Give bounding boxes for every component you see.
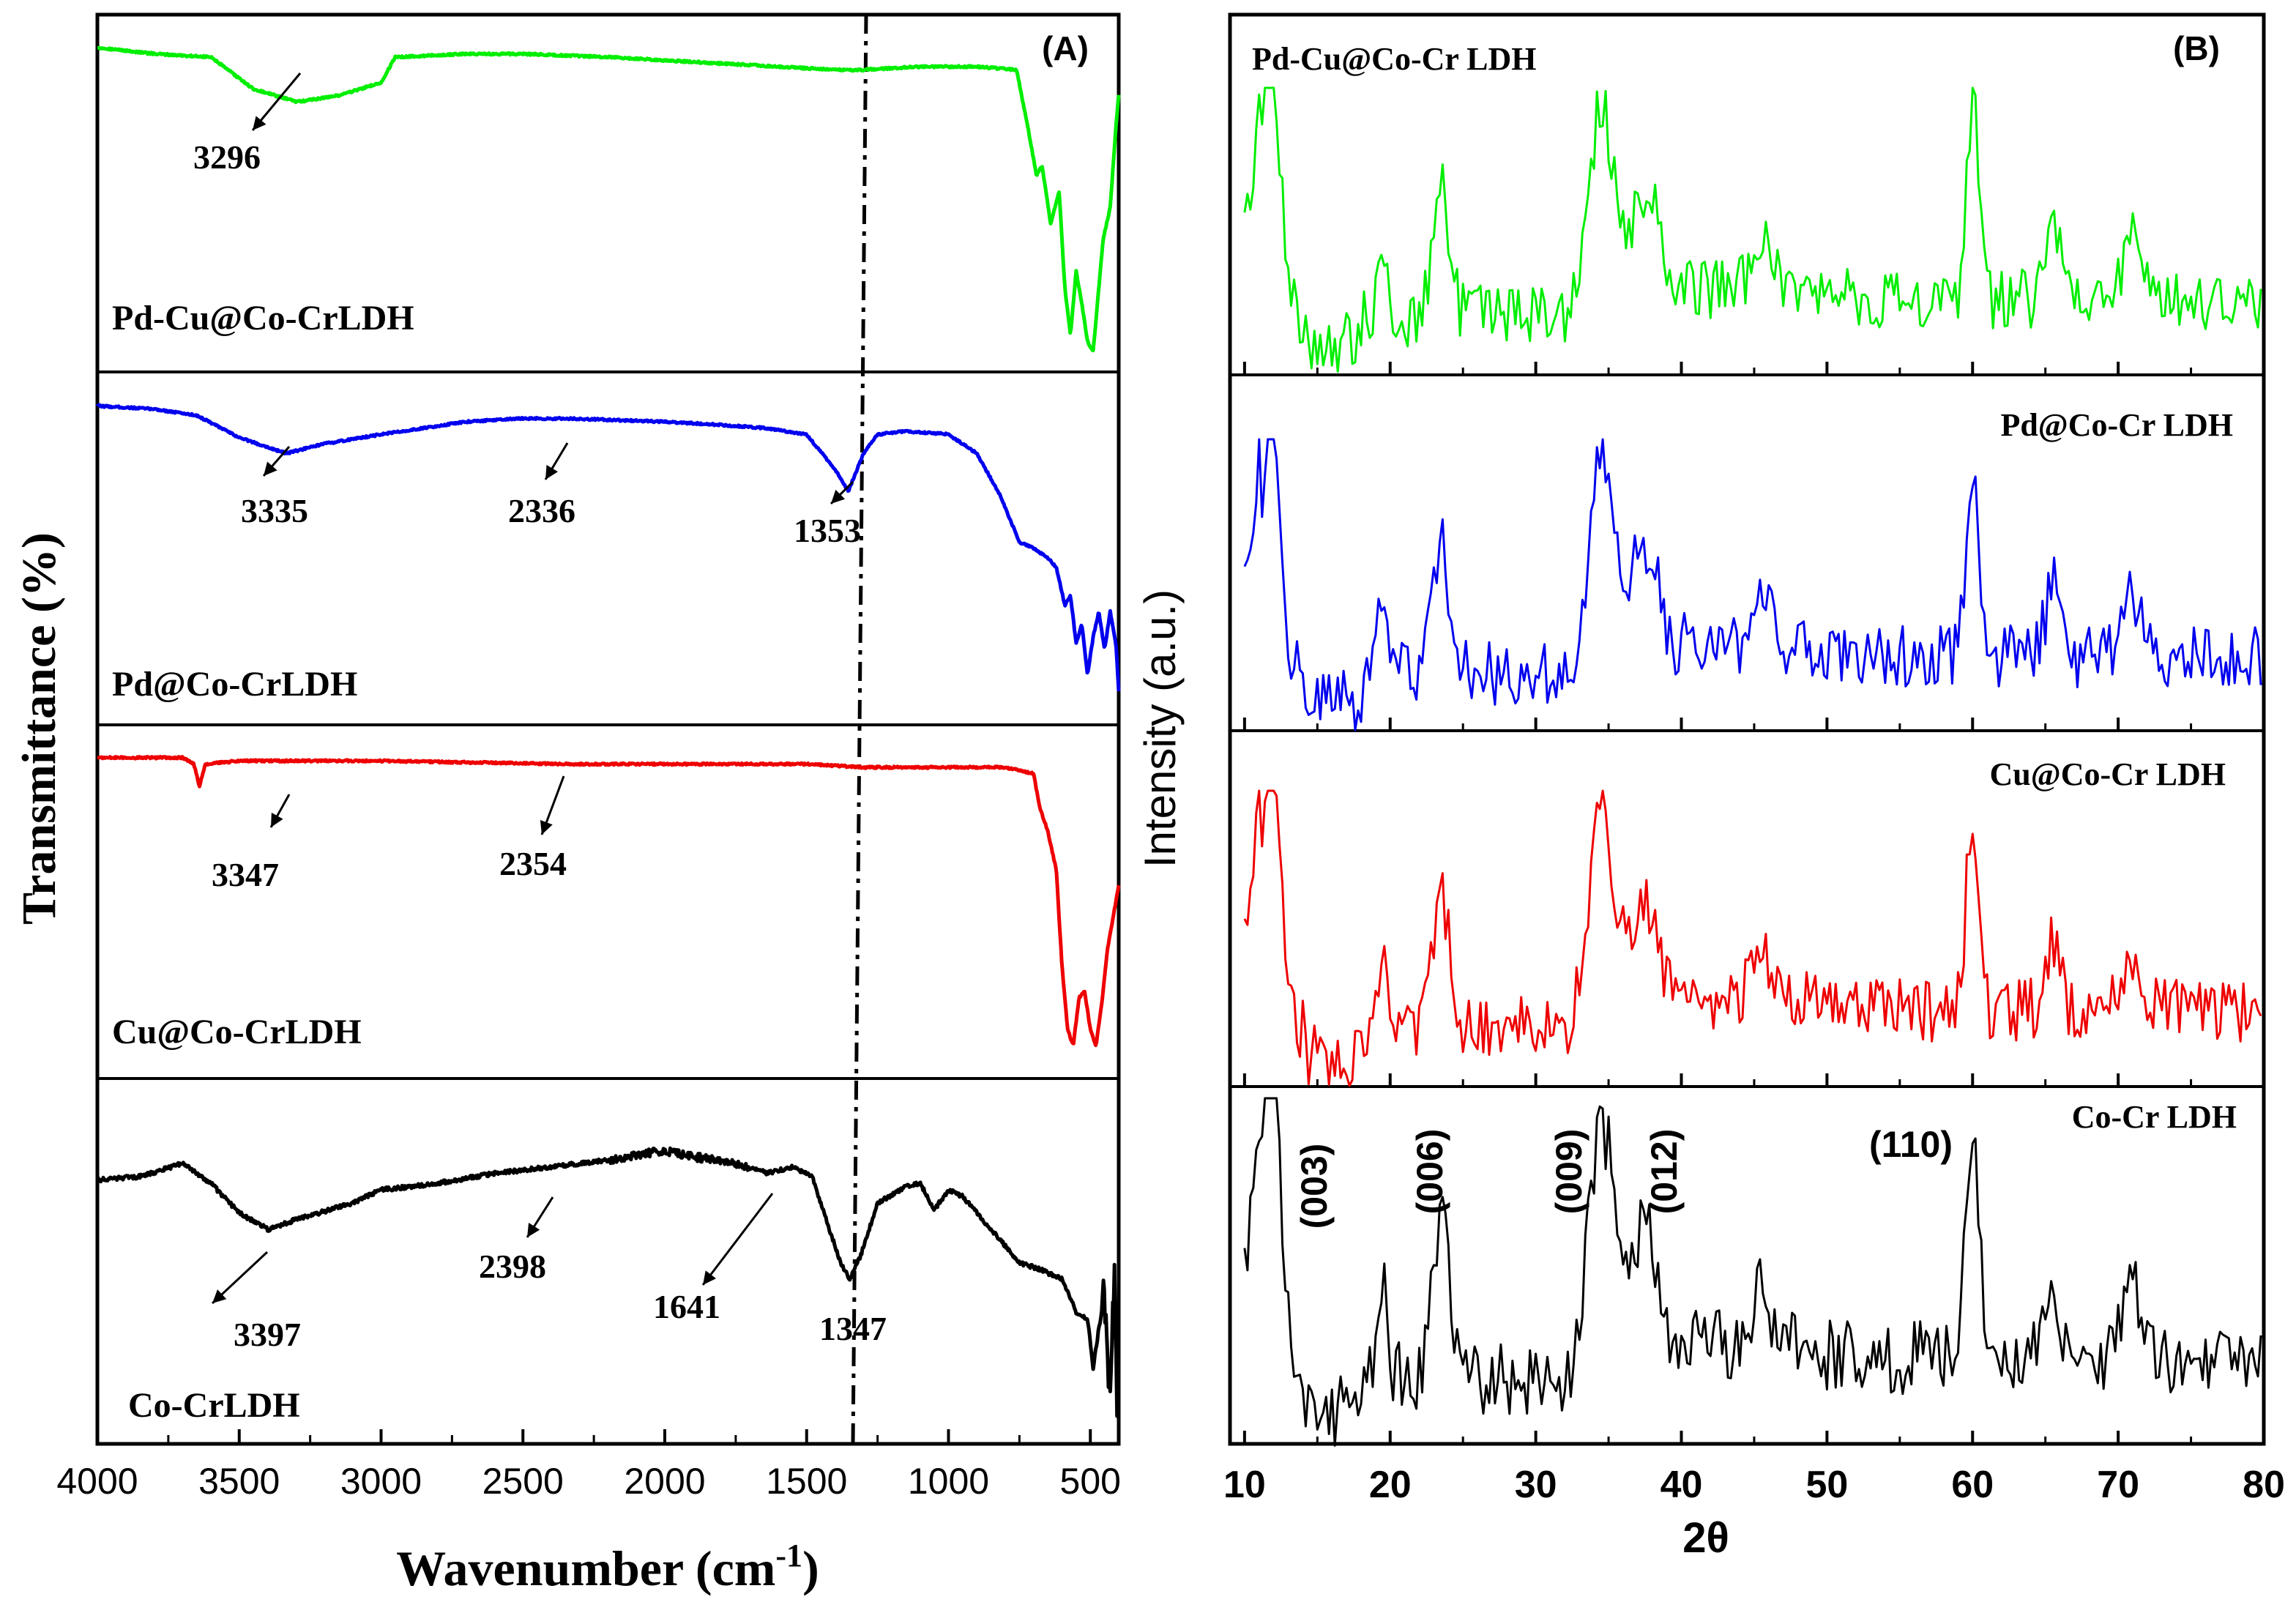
reference-line bbox=[851, 14, 868, 1445]
ftir-curve-3 bbox=[95, 1146, 1121, 1418]
panel-a-ftir: 3296 3335 2336 1353 3347 2354 3397 2398 1641 1347… bbox=[12, 12, 1121, 1596]
peak-annotation: 2336 bbox=[508, 492, 575, 529]
y-axis-label-a: Transmittance (%) bbox=[12, 532, 66, 925]
panel-label-a: (A) bbox=[1042, 29, 1089, 67]
x-axis-label-a-sup: -1 bbox=[775, 1538, 802, 1573]
xrd-label-pd: Pd@Co-Cr LDH bbox=[2000, 407, 2233, 443]
x-tick-label-b: 20 bbox=[1369, 1464, 1412, 1506]
x-axis-label-a-close: ) bbox=[802, 1541, 819, 1596]
peak-label: (012) bbox=[1644, 1129, 1685, 1215]
peak-label: (009) bbox=[1548, 1129, 1589, 1215]
peak-annotation: 3296 bbox=[193, 138, 261, 176]
xrd-label-cu: Cu@Co-Cr LDH bbox=[1990, 756, 2226, 792]
x-tick-label-b: 50 bbox=[1805, 1464, 1848, 1506]
ftir-curve-2 bbox=[96, 755, 1121, 1048]
xrd-curve-3 bbox=[1243, 1097, 2262, 1447]
x-tick-label-b: 40 bbox=[1660, 1464, 1703, 1506]
panel-b-xrd: 10 20 30 40 50 60 70 80 (003) (006) (009) (012) (11… bbox=[1136, 12, 2285, 1562]
annotation-arrowhead bbox=[703, 1270, 717, 1285]
ftir-curve-1 bbox=[96, 403, 1121, 692]
x-axis-label-a: Wavenumber (cm-1) bbox=[396, 1538, 819, 1596]
xrd-curve-0 bbox=[1243, 86, 2262, 373]
x-tick-label: 4000 bbox=[56, 1461, 138, 1502]
xrd-label-coc: Co-Cr LDH bbox=[2072, 1099, 2237, 1135]
annotation-arrowhead bbox=[212, 1289, 227, 1303]
x-tick-label: 1500 bbox=[766, 1461, 847, 1502]
peak-annotation: 1353 bbox=[794, 512, 861, 549]
x-axis-label-a-main: Wavenumber (cm bbox=[396, 1541, 775, 1596]
peak-label: (006) bbox=[1409, 1129, 1450, 1215]
annotation-arrowhead bbox=[540, 819, 553, 835]
panel-a-frame bbox=[95, 12, 1121, 1446]
xrd-curve-1 bbox=[1243, 438, 2262, 731]
x-axis-label-b: 2θ bbox=[1682, 1514, 1729, 1562]
series-label-pdcu: Pd-Cu@Co-CrLDH bbox=[112, 299, 414, 338]
series-label-coc: Co-CrLDH bbox=[128, 1386, 300, 1425]
peak-label: (110) bbox=[1869, 1124, 1953, 1165]
peak-label: (003) bbox=[1294, 1144, 1335, 1229]
ftir-curves bbox=[95, 45, 1121, 1418]
y-axis-label-b: Intensity (a.u.) bbox=[1136, 589, 1185, 868]
peak-annotation: 2354 bbox=[499, 845, 567, 882]
x-tick-label: 3500 bbox=[198, 1461, 280, 1502]
x-tick-label: 1000 bbox=[908, 1461, 989, 1502]
x-tick-label-b: 80 bbox=[2243, 1464, 2285, 1506]
reference-dashdot-line bbox=[851, 14, 868, 1445]
x-tick-label-b: 70 bbox=[2097, 1464, 2139, 1506]
annotation-arrowhead bbox=[527, 1222, 540, 1237]
ftir-curve-0 bbox=[96, 45, 1121, 353]
annotation-arrowhead bbox=[271, 812, 283, 827]
peak-annotation: 1347 bbox=[819, 1310, 887, 1347]
xrd-curves bbox=[1243, 86, 2262, 1447]
panel-label-b: (B) bbox=[2173, 29, 2220, 67]
peak-annotation: 3347 bbox=[212, 856, 279, 893]
x-tick-label-b: 10 bbox=[1223, 1464, 1266, 1506]
peak-annotation: 2398 bbox=[479, 1248, 546, 1285]
ftir-annotations: 3296 3335 2336 1353 3347 2354 3397 2398 1641 1347 bbox=[193, 72, 887, 1353]
peak-annotation: 3335 bbox=[241, 492, 308, 529]
peak-annotation: 3397 bbox=[234, 1316, 301, 1353]
annotation-arrowhead bbox=[831, 489, 846, 504]
series-label-cu: Cu@Co-CrLDH bbox=[112, 1013, 362, 1051]
peak-labels: (003) (006) (009) (012) (110) bbox=[1294, 1124, 1953, 1229]
x-tick-label: 2000 bbox=[624, 1461, 705, 1502]
xrd-label-pdcu: Pd-Cu@Co-Cr LDH bbox=[1252, 41, 1536, 77]
x-tick-label: 500 bbox=[1060, 1461, 1121, 1502]
x-tick-label: 2500 bbox=[482, 1461, 564, 1502]
peak-annotation: 1641 bbox=[653, 1288, 720, 1325]
annotation-arrowhead bbox=[264, 461, 277, 476]
x-tick-label-b: 60 bbox=[1951, 1464, 1994, 1506]
x-axis-ticks: 4000 3500 3000 2500 2000 1500 1000 500 bbox=[56, 1429, 1121, 1502]
x-axis-ticks-b: 10 20 30 40 50 60 70 80 bbox=[1223, 362, 2285, 1506]
annotation-arrowhead bbox=[253, 116, 266, 130]
xrd-curve-2 bbox=[1243, 789, 2262, 1087]
annotation-arrow bbox=[701, 1193, 774, 1286]
x-tick-label: 3000 bbox=[340, 1461, 422, 1502]
annotation-arrowhead bbox=[545, 464, 558, 480]
series-label-pd: Pd@Co-CrLDH bbox=[112, 665, 357, 704]
x-tick-label-b: 30 bbox=[1515, 1464, 1557, 1506]
